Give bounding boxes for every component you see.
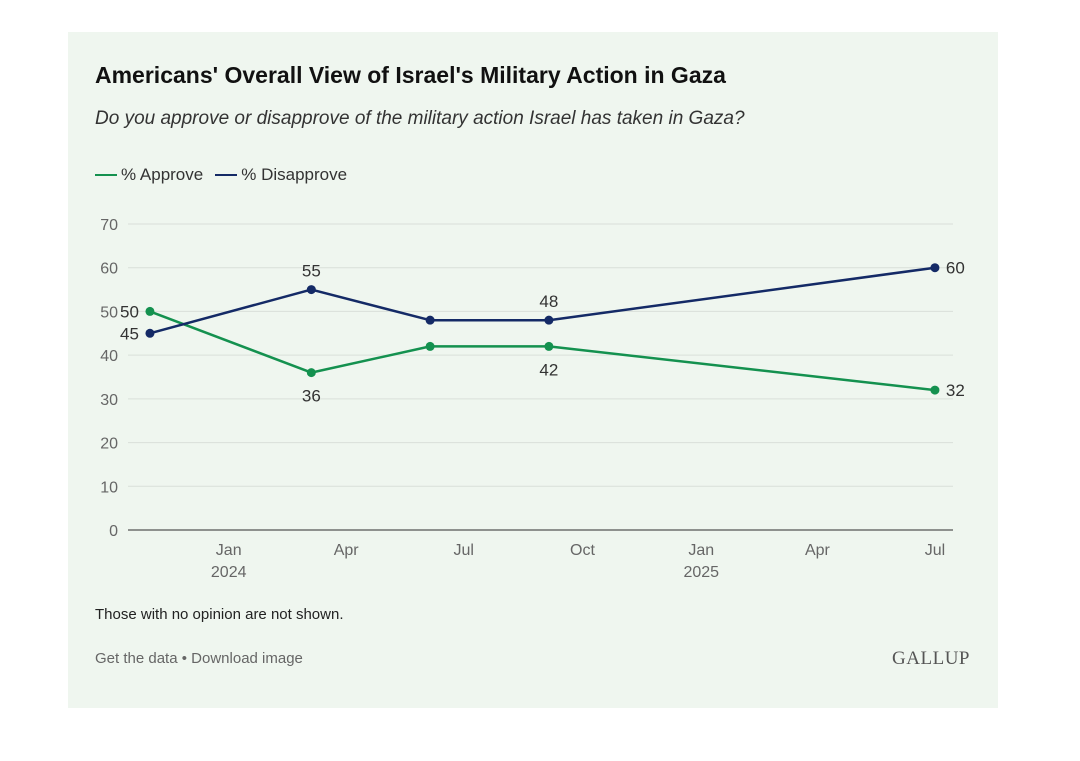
data-point [425, 315, 435, 325]
chart-title: Americans' Overall View of Israel's Mili… [95, 62, 726, 88]
data-label: 60 [946, 259, 965, 278]
gallup-logo: GALLUP [892, 648, 970, 669]
x-tick-label: Jul [453, 542, 473, 559]
x-tick-year-label: 2024 [211, 564, 247, 581]
data-point [145, 306, 155, 316]
data-point [930, 385, 940, 395]
data-point [930, 263, 940, 273]
legend-swatch-approve [95, 174, 117, 176]
legend-label-disapprove: % Disapprove [241, 165, 348, 184]
footer-links: Get the data • Download image [95, 650, 303, 667]
data-point [425, 341, 435, 351]
legend-item-disapprove: % Disapprove [215, 165, 347, 185]
chart-legend: % Approve % Disapprove [95, 165, 359, 185]
data-label: 50 [120, 302, 139, 321]
data-point [544, 315, 554, 325]
get-data-link[interactable]: Get the data [95, 650, 178, 667]
x-tick-label: Jan [216, 542, 242, 559]
data-label: 32 [946, 381, 965, 400]
x-tick-label: Oct [570, 542, 595, 559]
y-tick-label: 50 [100, 304, 118, 321]
data-point [145, 328, 155, 338]
download-image-link[interactable]: Download image [191, 650, 303, 667]
y-tick-label: 30 [100, 392, 118, 409]
y-tick-label: 60 [100, 261, 118, 278]
link-separator: • [181, 650, 187, 667]
x-tick-label: Apr [805, 542, 831, 559]
y-tick-label: 20 [100, 436, 118, 453]
data-point [306, 285, 316, 295]
y-tick-label: 10 [100, 479, 118, 496]
data-label: 42 [539, 360, 558, 379]
legend-swatch-disapprove [215, 174, 238, 176]
chart-subtitle: Do you approve or disapprove of the mili… [95, 108, 745, 129]
footnote: Those with no opinion are not shown. [95, 606, 344, 623]
legend-label-approve: % Approve [121, 165, 204, 184]
y-tick-label: 40 [100, 348, 118, 365]
data-point [306, 368, 316, 378]
y-tick-label: 70 [100, 217, 118, 234]
y-tick-label: 0 [109, 523, 118, 540]
x-tick-label: Apr [334, 542, 360, 559]
data-point [544, 341, 554, 351]
chart-card: Americans' Overall View of Israel's Mili… [68, 32, 998, 708]
data-label: 55 [302, 262, 321, 281]
data-label: 36 [302, 387, 321, 406]
x-tick-year-label: 2025 [683, 564, 719, 581]
data-label: 45 [120, 324, 139, 343]
line-chart: 0 10 20 30 40 50 60 70 Jan 2024 Apr Jul Oct Jan 2025 Ap… [100, 217, 965, 581]
data-label: 48 [539, 292, 558, 311]
x-tick-label: Jul [925, 542, 945, 559]
legend-item-approve: % Approve [95, 165, 203, 185]
x-tick-label: Jan [688, 542, 714, 559]
